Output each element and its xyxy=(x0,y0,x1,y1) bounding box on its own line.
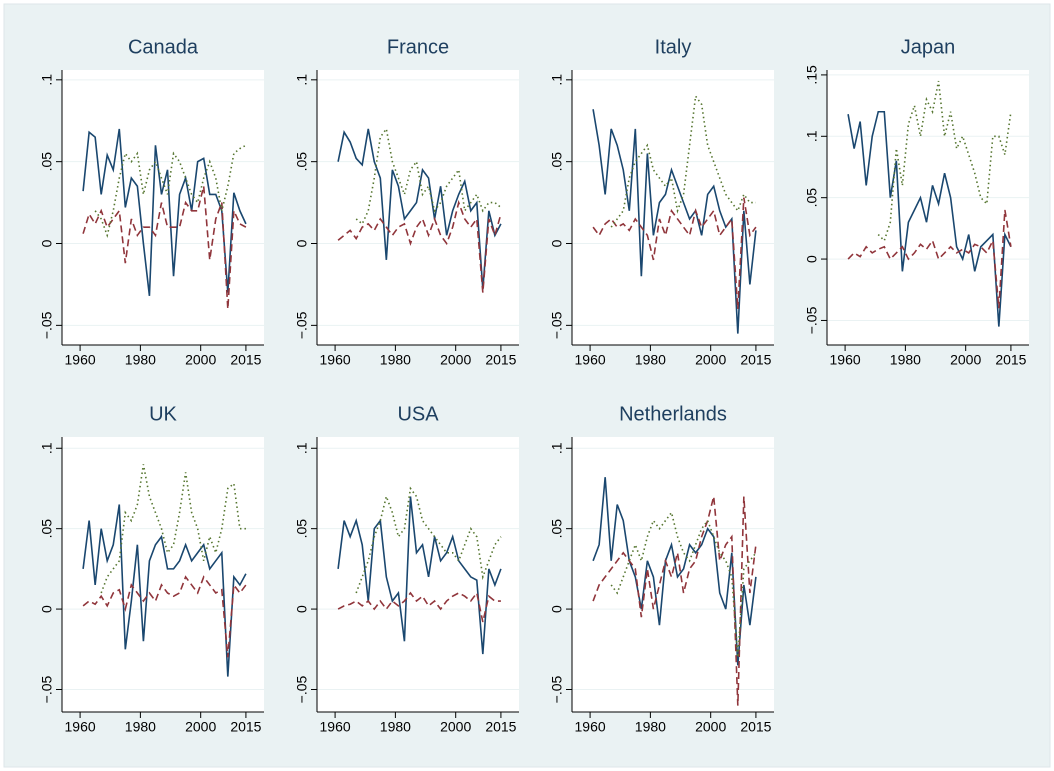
y-tick-label: 0 xyxy=(294,605,310,613)
x-tick-label: 1980 xyxy=(380,719,411,735)
x-tick-label: 1960 xyxy=(65,352,96,368)
x-tick-label: 2015 xyxy=(230,719,261,735)
series-line xyxy=(847,110,1012,327)
series-line xyxy=(877,80,1012,243)
y-tick-label: −.05 xyxy=(549,675,565,703)
panel: Japan −.05 0 .05 .1 .15 1960 1980 2000 2015 xyxy=(804,36,1029,368)
x-tick-label: 2015 xyxy=(485,719,516,735)
x-tick-label: 1980 xyxy=(635,352,666,368)
panel-title: Netherlands xyxy=(619,403,727,425)
y-tick-label: −.05 xyxy=(804,306,820,334)
x-tick-label: 2000 xyxy=(695,719,726,735)
series-line xyxy=(610,94,756,228)
plot-region xyxy=(62,70,264,345)
y-tick-label: −.05 xyxy=(294,675,310,703)
y-tick-label: 0 xyxy=(294,239,310,247)
y-tick-label: .05 xyxy=(294,519,310,539)
y-tick-label: −.05 xyxy=(39,311,55,339)
panel-title: France xyxy=(387,36,449,58)
x-tick-label: 2015 xyxy=(740,352,771,368)
x-tick-label: 1980 xyxy=(635,719,666,735)
y-tick-label: .1 xyxy=(39,442,55,454)
plot-region xyxy=(827,70,1029,345)
series-line xyxy=(82,128,247,296)
y-tick-label: .1 xyxy=(549,442,565,454)
panel-title: USA xyxy=(397,403,439,425)
series-line xyxy=(337,128,502,290)
panel-title: Italy xyxy=(655,36,692,58)
series-line xyxy=(94,144,247,239)
y-tick-label: 0 xyxy=(804,255,820,263)
y-tick-label: .05 xyxy=(804,188,820,208)
x-tick-label: 2000 xyxy=(440,719,471,735)
x-tick-label: 2000 xyxy=(695,352,726,368)
y-tick-label: 0 xyxy=(549,605,565,613)
x-tick-label: 1960 xyxy=(320,719,351,735)
x-tick-label: 1960 xyxy=(830,352,861,368)
x-tick-label: 2000 xyxy=(440,352,471,368)
series-line xyxy=(592,197,757,310)
x-tick-label: 1980 xyxy=(125,352,156,368)
y-tick-label: 0 xyxy=(39,605,55,613)
y-tick-label: .05 xyxy=(39,519,55,539)
x-tick-label: 1960 xyxy=(575,352,606,368)
x-tick-label: 2015 xyxy=(995,352,1026,368)
plot-region xyxy=(317,70,519,345)
panel-title: Japan xyxy=(901,36,956,58)
y-tick-label: .15 xyxy=(804,65,820,85)
series-line xyxy=(337,591,501,623)
panel-title: UK xyxy=(149,403,177,425)
x-tick-label: 1960 xyxy=(320,352,351,368)
plot-region xyxy=(62,437,264,712)
panel-title: Canada xyxy=(128,36,199,58)
y-tick-label: .1 xyxy=(294,442,310,454)
y-tick-label: −.05 xyxy=(294,311,310,339)
x-tick-label: 1980 xyxy=(380,352,411,368)
y-tick-label: .1 xyxy=(804,130,820,142)
y-tick-label: 0 xyxy=(549,239,565,247)
series-line xyxy=(82,504,247,677)
panel: Canada −.05 0 .05 .1 1960 1980 2000 2015 xyxy=(39,36,264,368)
series-line xyxy=(355,486,502,594)
panel: UK −.05 0 .05 .1 1960 1980 2000 2015 xyxy=(39,403,264,735)
y-tick-label: .1 xyxy=(294,74,310,86)
plot-region xyxy=(572,70,774,345)
x-tick-label: 2015 xyxy=(485,352,516,368)
y-tick-label: −.05 xyxy=(39,675,55,703)
series-line xyxy=(847,209,1012,309)
x-tick-label: 2000 xyxy=(185,352,216,368)
y-tick-label: .1 xyxy=(549,74,565,86)
y-tick-label: .05 xyxy=(294,152,310,172)
x-tick-label: 1960 xyxy=(65,719,96,735)
series-line xyxy=(337,199,502,293)
series-line xyxy=(592,477,757,666)
x-tick-label: 2015 xyxy=(230,352,261,368)
panel: Italy −.05 0 .05 .1 1960 1980 2000 2015 xyxy=(549,36,774,368)
y-tick-label: .05 xyxy=(549,152,565,172)
y-tick-label: .1 xyxy=(39,74,55,86)
panel: France −.05 0 .05 .1 1960 1980 2000 2015 xyxy=(294,36,519,368)
plot-region xyxy=(317,437,519,712)
y-tick-label: 0 xyxy=(39,239,55,247)
series-line xyxy=(100,464,246,594)
series-line xyxy=(82,186,247,310)
y-tick-label: .05 xyxy=(549,519,565,539)
x-tick-label: 2015 xyxy=(740,719,771,735)
panel: Netherlands −.05 0 .05 .1 1960 1980 2000 2015 xyxy=(549,403,774,735)
x-tick-label: 1980 xyxy=(125,719,156,735)
y-tick-label: .05 xyxy=(39,152,55,172)
x-tick-label: 2000 xyxy=(185,719,216,735)
panel: USA −.05 0 .05 .1 1960 1980 2000 2015 xyxy=(294,403,519,735)
x-tick-label: 1960 xyxy=(575,719,606,735)
x-tick-label: 2000 xyxy=(950,352,981,368)
y-tick-label: −.05 xyxy=(549,311,565,339)
series-line xyxy=(337,496,502,655)
x-tick-label: 1980 xyxy=(890,352,921,368)
